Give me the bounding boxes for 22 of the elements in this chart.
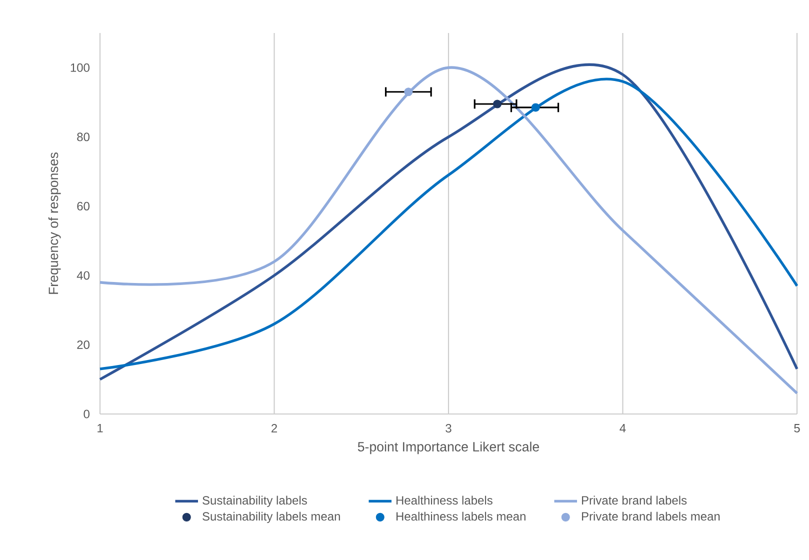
legend-label: Healthiness labels xyxy=(396,496,492,505)
y-tick-label: 40 xyxy=(76,271,90,280)
point xyxy=(493,100,502,108)
x-tick-label: 2 xyxy=(272,424,277,432)
point xyxy=(404,88,413,96)
y-axis-title: Frequency of responses xyxy=(48,152,61,294)
y-tick-label: 100 xyxy=(70,63,90,72)
y-tick-label: 0 xyxy=(84,410,90,418)
y-tick-label: 60 xyxy=(77,202,90,210)
legend-label: Private brand labels mean xyxy=(582,512,720,521)
x-tick-label: 4 xyxy=(620,424,626,432)
legend-label: Sustainability labels mean xyxy=(202,512,340,524)
point xyxy=(531,103,540,112)
legend-label: Sustainability labels xyxy=(202,496,307,507)
legend-label: Private brand labels xyxy=(582,496,687,505)
x-tick-label: 5 xyxy=(794,424,800,432)
y-tick-label: 20 xyxy=(77,340,90,349)
x-axis-title: 5-point Importance Likert scale xyxy=(358,442,540,454)
legend-label: Healthiness labels mean xyxy=(396,512,526,521)
y-tick-label: 80 xyxy=(77,132,90,142)
x-tick-label: 3 xyxy=(446,424,452,433)
x-tick-label: 1 xyxy=(98,424,103,432)
